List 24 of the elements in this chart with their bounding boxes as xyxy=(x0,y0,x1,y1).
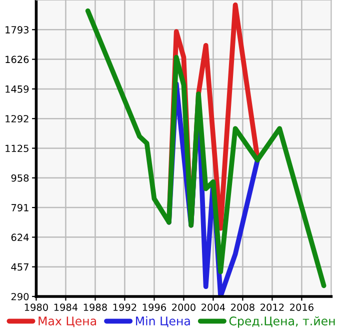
legend-label: Min Цена xyxy=(136,316,190,328)
x-tick-label: 2016 xyxy=(290,304,314,311)
x-tick-label: 1988 xyxy=(84,304,107,311)
x-tick-label: 2004 xyxy=(202,304,226,311)
y-tick-label: 1125 xyxy=(6,144,28,152)
x-tick-label: 1984 xyxy=(54,304,78,311)
y-tick-label: 457 xyxy=(11,263,28,271)
y-tick-label: 290 xyxy=(11,292,29,300)
legend-label: Сред.Цена, т.йен xyxy=(229,316,335,328)
y-tick-label: 958 xyxy=(11,174,29,182)
x-tick-label: 2012 xyxy=(260,304,284,311)
legend-label: Max Цена xyxy=(38,316,96,328)
y-tick-label: 1292 xyxy=(6,115,28,122)
y-tick-label: 1459 xyxy=(6,85,29,93)
y-tick-label: 791 xyxy=(12,204,28,212)
x-tick-label: 1992 xyxy=(113,304,136,311)
y-tick-label: 1793 xyxy=(6,26,28,34)
y-tick-label: 624 xyxy=(11,234,29,242)
x-tick-label: 1996 xyxy=(142,304,166,311)
x-tick-label: 1980 xyxy=(24,304,48,311)
x-tick-label: 2008 xyxy=(231,304,254,311)
x-tick-label: 2000 xyxy=(172,304,196,311)
line-series xyxy=(85,8,326,288)
y-tick-label: 1626 xyxy=(6,56,29,64)
